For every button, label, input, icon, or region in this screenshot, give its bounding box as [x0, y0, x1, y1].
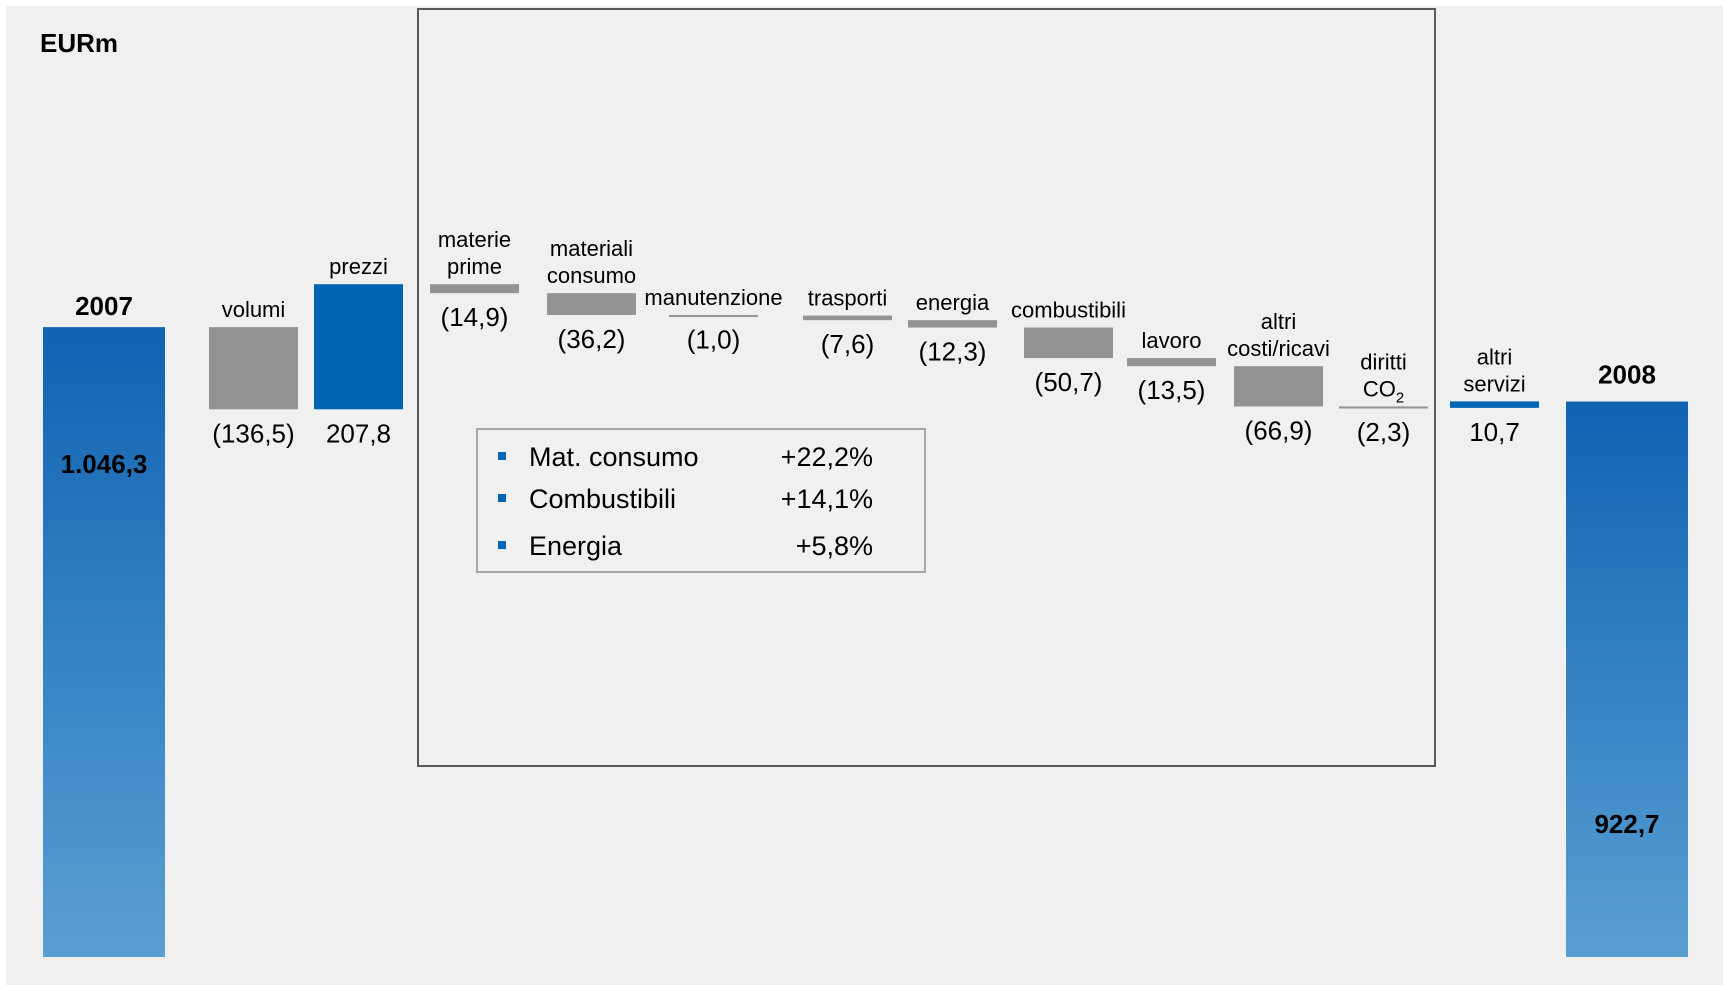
step-label-1-line-1: volumi: [222, 297, 286, 322]
inset-label-1: Mat. consumo: [529, 442, 699, 472]
bar-step-10: [1234, 366, 1323, 407]
inset-value-3: +5,8%: [796, 531, 873, 561]
step-value-2: 207,8: [326, 418, 391, 448]
step-value-11: (2,3): [1357, 417, 1410, 447]
step-value-9: (13,5): [1138, 375, 1206, 405]
step-label-12-line-2: servizi: [1463, 371, 1525, 396]
bar-step-1: [209, 327, 298, 410]
inset-table-border: [476, 428, 926, 573]
step-value-7: (12,3): [919, 337, 987, 367]
bar-total-2007: [43, 327, 165, 957]
step-label-8-line-1: combustibili: [1011, 298, 1126, 323]
bar-step-5: [669, 314, 758, 317]
step-value-4: (36,2): [558, 324, 626, 354]
step-label-4-line-2: consumo: [547, 263, 636, 288]
step-value-6: (7,6): [821, 329, 874, 359]
unit-label: EURm: [40, 28, 118, 58]
step-label-12-line-1: altri: [1477, 344, 1512, 369]
bar-step-8: [1024, 327, 1113, 359]
step-label-9-line-1: lavoro: [1142, 328, 1202, 353]
step-label-10-line-2: costi/ricavi: [1227, 336, 1330, 361]
total-value-2008: 922,7: [1594, 809, 1659, 839]
step-label-3-line-1: materie: [438, 227, 511, 252]
step-label-10-line-1: altri: [1261, 309, 1296, 334]
total-label-2007: 2007: [75, 291, 133, 321]
inset-bullet-1: [498, 452, 506, 460]
step-label-2-line-1: prezzi: [329, 254, 388, 279]
bar-step-12: [1450, 401, 1539, 408]
step-value-3: (14,9): [441, 302, 509, 332]
inset-table: Mat. consumo +22,2% Combustibili +14,1% Ener…: [476, 428, 926, 573]
step-value-8: (50,7): [1035, 367, 1103, 397]
step-label-7-line-1: energia: [916, 290, 990, 315]
bar-total-2008: [1566, 401, 1688, 957]
bar-step-2: [314, 284, 403, 410]
step-label-4-line-1: materiali: [550, 236, 633, 261]
step-label-11-line-2: CO2: [1363, 376, 1404, 406]
bar-step-11: [1339, 406, 1428, 409]
bar-step-7: [908, 320, 997, 328]
inset-label-2: Combustibili: [529, 484, 676, 514]
inset-value-2: +14,1%: [781, 484, 873, 514]
inset-label-3: Energia: [529, 531, 623, 561]
step-label-11-line-1: diritti: [1360, 349, 1406, 374]
step-value-10: (66,9): [1245, 415, 1313, 445]
step-value-1: (136,5): [212, 418, 294, 448]
inset-rows: Mat. consumo +22,2% Combustibili +14,1% Ener…: [498, 442, 873, 561]
step-label-6-line-1: trasporti: [808, 286, 887, 311]
cost-group-frame: [417, 8, 1436, 767]
inset-bullet-2: [498, 494, 506, 502]
bars-layer: [43, 284, 1688, 957]
step-value-12: 10,7: [1469, 417, 1520, 447]
bar-step-4: [547, 293, 636, 315]
labels-layer: 2007 1.046,3 volumi (136,5) prezzi 207,8 mater…: [61, 227, 1660, 839]
total-value-2007: 1.046,3: [61, 449, 148, 479]
inset-value-1: +22,2%: [781, 442, 873, 472]
bar-step-3: [430, 284, 519, 294]
step-label-5-line-1: manutenzione: [644, 285, 782, 310]
total-label-2008: 2008: [1598, 360, 1656, 390]
step-label-3-line-2: prime: [447, 254, 502, 279]
inset-bullet-3: [498, 541, 506, 549]
bar-step-9: [1127, 358, 1216, 367]
step-value-5: (1,0): [687, 325, 740, 355]
bar-step-6: [803, 315, 892, 321]
